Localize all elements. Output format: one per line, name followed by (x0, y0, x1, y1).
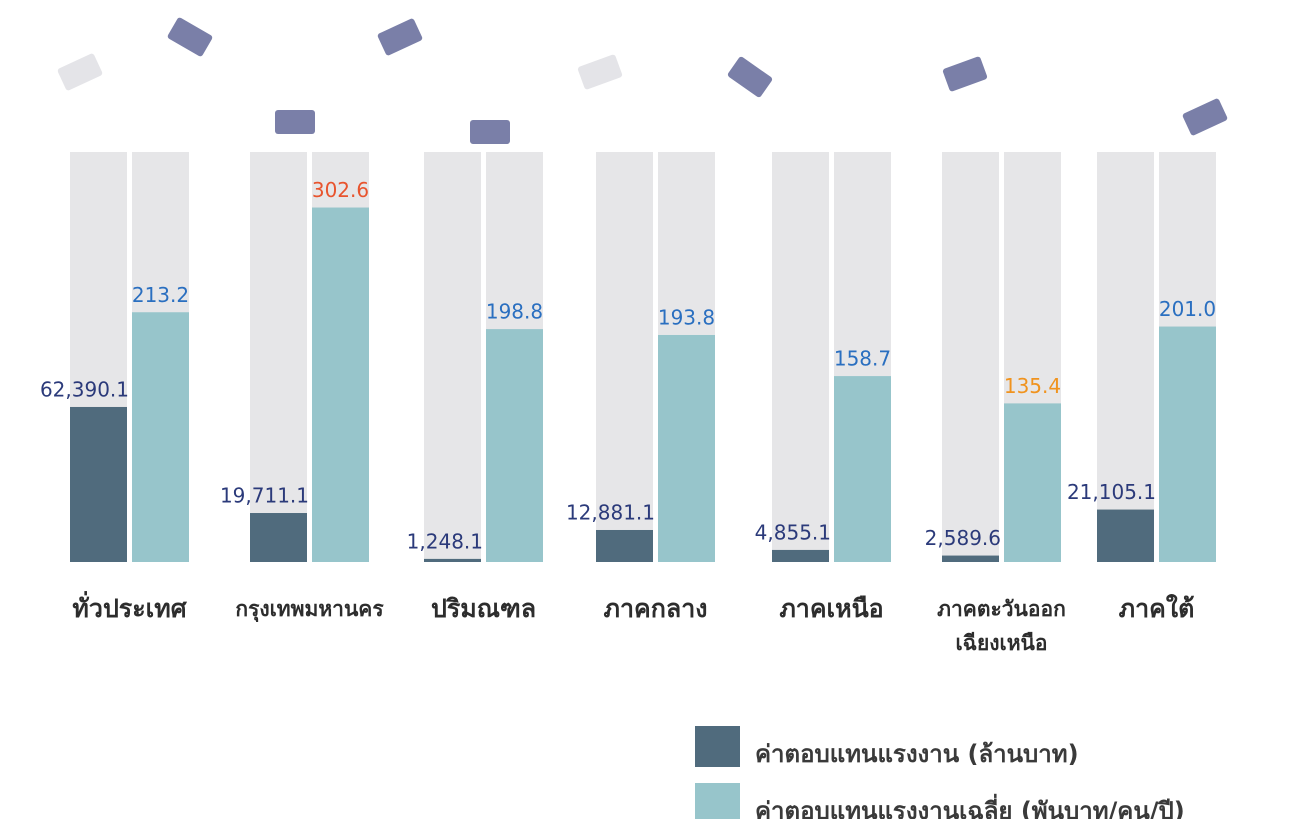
x-tick-label: ทั่วประเทศ (72, 594, 187, 623)
bar (132, 312, 189, 562)
value-label: 12,881.1 (566, 500, 655, 524)
bar-background (772, 152, 829, 562)
x-tick-label: ปริมณฑล (430, 594, 537, 623)
x-tick-label: ภาคตะวันออก เฉียงเหนือ (937, 597, 1066, 655)
value-label: 1,248.1 (407, 529, 483, 553)
bar (658, 334, 715, 562)
legend-swatch (695, 783, 740, 819)
x-tick-label: กรุงเทพมหานคร (235, 597, 384, 621)
x-tick-label: ภาคเหนือ (779, 594, 884, 623)
legend-label: ค่าตอบแทนแรงงาน (ล้านบาท) (755, 740, 1079, 768)
bar (250, 513, 307, 562)
bar (772, 549, 829, 562)
x-tick-label: ภาคกลาง (603, 594, 708, 623)
bar (834, 376, 891, 562)
x-tick-label: ภาคใต้ (1118, 594, 1195, 623)
value-label: 158.7 (834, 347, 891, 371)
bar (424, 558, 481, 562)
bar-background (1097, 152, 1154, 562)
bar (1004, 403, 1061, 562)
bar (1097, 509, 1154, 562)
decoration (57, 17, 1228, 144)
bar-background (942, 152, 999, 562)
bar-background (424, 152, 481, 562)
bar (486, 329, 543, 562)
value-label: 135.4 (1004, 374, 1061, 398)
value-label: 2,589.6 (925, 526, 1001, 550)
bar (312, 207, 369, 563)
bar-background (250, 152, 307, 562)
bar (942, 555, 999, 562)
bar-background (596, 152, 653, 562)
bar (70, 406, 127, 562)
legend-label: ค่าตอบแทนแรงงานเฉลี่ย (พันบาท/คน/ปี) (755, 797, 1185, 819)
bar (596, 529, 653, 562)
value-label: 21,105.1 (1067, 480, 1156, 504)
bar (1159, 326, 1216, 562)
value-label: 62,390.1 (40, 377, 129, 401)
legend-swatch (695, 726, 740, 767)
value-label: 19,711.1 (220, 484, 309, 508)
value-label: 198.8 (486, 300, 543, 324)
value-label: 213.2 (132, 283, 189, 307)
value-label: 201.0 (1159, 297, 1216, 321)
value-label: 302.6 (312, 178, 369, 202)
value-label: 4,855.1 (755, 520, 831, 544)
value-label: 193.8 (658, 305, 715, 329)
